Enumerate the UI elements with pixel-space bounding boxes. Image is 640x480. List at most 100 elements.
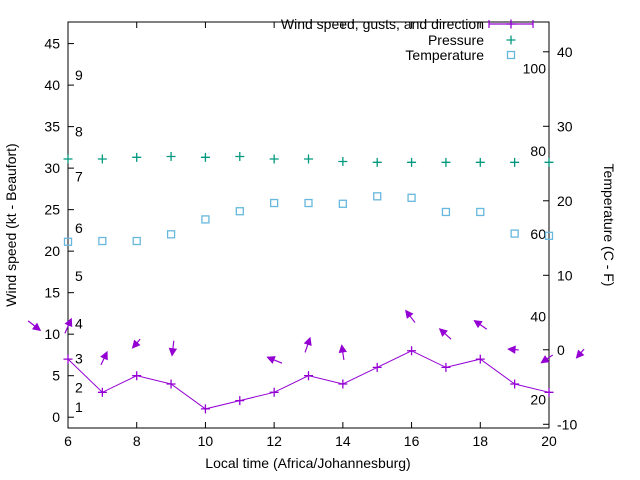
pressure-point xyxy=(235,152,245,162)
temperature-point xyxy=(544,231,554,240)
beaufort-scale-labels: 1 2 3 4 5 6 7 8 9 xyxy=(75,67,83,415)
pressure-point xyxy=(166,152,176,162)
y-left-tick-label: 0 xyxy=(52,409,60,425)
pressure-point xyxy=(544,157,554,167)
legend: Wind speed, gusts, and directionPressure… xyxy=(281,16,534,63)
wind-point xyxy=(97,387,107,397)
y-right-tick-label: 30 xyxy=(557,118,573,134)
wind-point xyxy=(63,354,73,364)
wind-arrow xyxy=(100,350,108,366)
x-tick-label: 20 xyxy=(541,433,557,449)
temperature-point xyxy=(476,207,485,217)
y-left-tick-label: 25 xyxy=(44,202,60,218)
x-tick-label: 14 xyxy=(335,433,351,449)
wind-arrow xyxy=(575,348,585,359)
temperature-point xyxy=(510,229,519,238)
y-left-tick-label: 5 xyxy=(52,368,60,384)
temperature-point xyxy=(235,207,244,216)
y-right-tick-label: -10 xyxy=(557,416,577,432)
wind-arrow xyxy=(303,336,312,353)
x-axis: 6 8 10 12 14 16 18 20 xyxy=(64,22,557,449)
wind-arrow xyxy=(438,328,452,340)
wind-direction-arrows xyxy=(27,309,585,366)
temperature-series xyxy=(63,192,554,246)
y-right-tick-label: 40 xyxy=(557,44,573,60)
temperature-point xyxy=(132,236,141,246)
pressure-point xyxy=(304,154,313,164)
fahrenheit-label: 80 xyxy=(530,143,546,159)
pressure-series xyxy=(63,152,554,167)
fahrenheit-label: 20 xyxy=(530,391,546,407)
wind-point xyxy=(407,346,417,356)
wind-arrow xyxy=(540,354,554,364)
wind-point xyxy=(235,396,245,406)
y-right-tick-label: 10 xyxy=(557,267,573,283)
temperature-point xyxy=(201,215,210,224)
legend-label: Temperature xyxy=(405,47,484,63)
beaufort-label: 1 xyxy=(75,399,83,415)
y-left-tick-label: 10 xyxy=(44,326,60,342)
y-left-tick-label: 30 xyxy=(44,160,60,176)
fahrenheit-label: 60 xyxy=(530,226,546,242)
y-right-tick-label: 0 xyxy=(557,342,565,358)
temperature-point xyxy=(373,192,382,201)
pressure-point xyxy=(338,156,348,166)
x-tick-label: 8 xyxy=(133,433,141,449)
temperature-point xyxy=(441,207,451,217)
y-left-tick-label: 15 xyxy=(44,285,60,301)
wind-point xyxy=(166,379,176,389)
y-axis-right-title: Temperature (C - F) xyxy=(601,164,617,287)
wind-speed-series xyxy=(63,346,554,414)
beaufort-label: 6 xyxy=(75,220,83,236)
y-left-tick-label: 35 xyxy=(44,119,60,135)
x-tick-label: 18 xyxy=(472,433,488,449)
beaufort-label: 2 xyxy=(75,379,83,395)
y-axis-right: -10 0 10 20 30 40 xyxy=(543,44,577,432)
wind-point xyxy=(200,404,210,414)
legend-marker-wind-plus xyxy=(506,19,516,29)
legend-label: Wind speed, gusts, and direction xyxy=(281,16,484,32)
temperature-point xyxy=(166,230,176,239)
wind-point xyxy=(338,379,348,389)
legend-marker-temperature xyxy=(506,50,516,60)
x-tick-label: 10 xyxy=(198,433,214,449)
plot-frame xyxy=(67,21,550,429)
temperature-point xyxy=(338,199,348,208)
wind-point xyxy=(475,354,485,364)
beaufort-label: 8 xyxy=(75,124,83,140)
beaufort-label: 7 xyxy=(75,168,83,184)
temperature-point xyxy=(304,198,313,208)
fahrenheit-label: 100 xyxy=(523,60,547,76)
wind-arrow xyxy=(168,340,178,357)
temperature-point xyxy=(63,237,73,246)
pressure-point xyxy=(441,157,451,167)
temperature-point xyxy=(407,193,416,202)
fahrenheit-scale-labels: 20 40 60 80 100 xyxy=(523,60,547,407)
legend-label: Pressure xyxy=(428,32,484,48)
beaufort-label: 3 xyxy=(75,350,83,366)
x-tick-label: 12 xyxy=(266,433,282,449)
y-left-tick-label: 40 xyxy=(44,77,60,93)
plot-border xyxy=(67,21,550,429)
wind-arrow xyxy=(64,317,73,334)
pressure-point xyxy=(200,152,210,162)
temperature-point xyxy=(269,198,279,208)
x-axis-title: Local time (Africa/Johannesburg) xyxy=(205,455,410,471)
pressure-point xyxy=(510,157,520,167)
wind-point xyxy=(372,362,382,372)
pressure-point xyxy=(407,157,417,167)
wind-arrow xyxy=(338,344,347,361)
y-right-tick-label: 20 xyxy=(557,193,573,209)
wind-point xyxy=(544,387,554,397)
beaufort-label: 9 xyxy=(75,67,83,83)
wind-arrow xyxy=(507,345,519,354)
wind-arrow xyxy=(473,319,488,330)
wind-point xyxy=(304,371,313,381)
pressure-point xyxy=(97,154,107,164)
pressure-point xyxy=(132,152,142,162)
wind-arrow xyxy=(27,320,42,332)
wind-point xyxy=(441,362,451,372)
x-tick-label: 6 xyxy=(64,433,72,449)
